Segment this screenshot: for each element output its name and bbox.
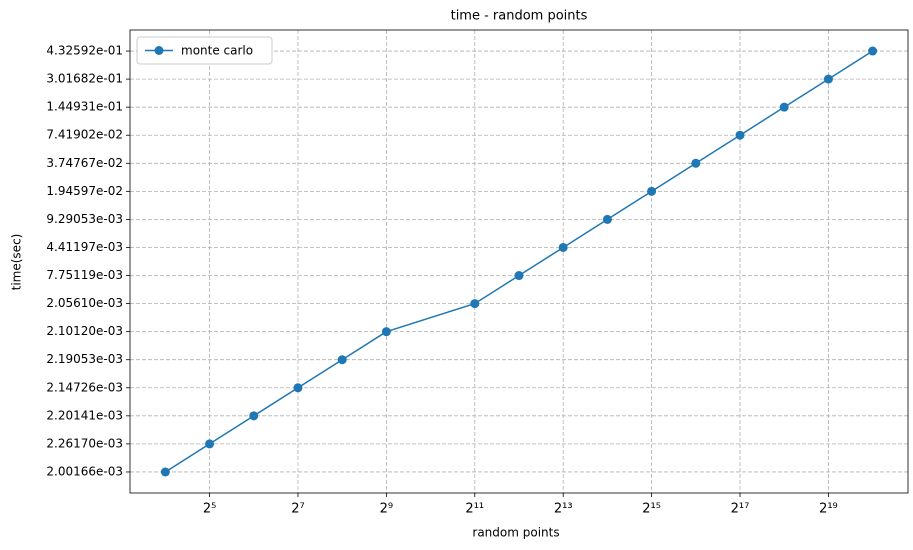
- y-tick-label: 7.41902e-02: [46, 128, 123, 142]
- x-tick-label: 2¹⁹: [819, 502, 838, 517]
- data-point: [735, 130, 745, 140]
- y-tick-label: 2.10120e-03: [46, 324, 123, 338]
- y-tick-label: 2.20141e-03: [46, 408, 123, 422]
- x-tick-label: 2¹¹: [465, 502, 484, 517]
- y-tick-label: 3.74767e-02: [46, 156, 123, 170]
- data-point: [602, 214, 612, 224]
- data-point: [779, 102, 789, 112]
- x-tick-label: 2¹⁷: [731, 502, 750, 517]
- data-point: [205, 439, 215, 449]
- data-point: [823, 74, 833, 84]
- y-tick-label: 2.00166e-03: [46, 464, 123, 478]
- data-point: [558, 242, 568, 252]
- data-point: [691, 158, 701, 168]
- y-tick-label: 4.32592e-01: [46, 44, 123, 58]
- chart-title: time - random points: [451, 9, 588, 24]
- y-axis-label: time(sec): [10, 234, 24, 291]
- data-point: [470, 299, 480, 309]
- x-tick-label: 2⁵: [203, 502, 216, 517]
- y-tick-label: 2.14726e-03: [46, 380, 123, 394]
- y-tick-label: 1.44931e-01: [46, 100, 123, 114]
- y-tick-label: 9.29053e-03: [46, 212, 123, 226]
- x-tick-label: 2⁷: [291, 502, 304, 517]
- y-tick-label: 2.19053e-03: [46, 352, 123, 366]
- y-tick-label: 2.26170e-03: [46, 436, 123, 450]
- data-point: [293, 383, 303, 393]
- data-point: [160, 467, 170, 477]
- data-point: [868, 46, 878, 56]
- data-point: [381, 327, 391, 337]
- y-tick-label: 1.94597e-02: [46, 184, 123, 198]
- x-tick-label: 2¹⁵: [642, 502, 661, 517]
- legend-box: [136, 36, 273, 65]
- y-tick-label: 2.05610e-03: [46, 296, 123, 310]
- data-point: [647, 186, 657, 196]
- plot-frame: [129, 29, 909, 494]
- legend-marker: [154, 46, 164, 55]
- y-tick-label: 3.01682e-01: [46, 72, 123, 86]
- y-tick-label: 4.41197e-03: [46, 240, 123, 254]
- legend-label: monte carlo: [181, 44, 253, 58]
- x-tick-label: 2¹³: [554, 502, 573, 517]
- series-line: [164, 50, 874, 473]
- x-axis-label: random points: [472, 526, 559, 540]
- data-point: [514, 271, 524, 281]
- data-point: [337, 355, 347, 365]
- data-point: [249, 411, 259, 421]
- y-tick-label: 7.75119e-03: [46, 268, 123, 282]
- x-tick-label: 2⁹: [380, 502, 393, 517]
